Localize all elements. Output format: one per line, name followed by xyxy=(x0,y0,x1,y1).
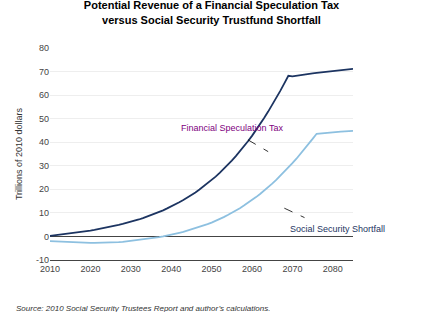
svg-text:2030: 2030 xyxy=(121,264,141,274)
svg-text:Financial Speculation Tax: Financial Speculation Tax xyxy=(181,123,283,133)
svg-text:-10: -10 xyxy=(36,255,49,265)
svg-text:2010: 2010 xyxy=(40,264,60,274)
svg-text:2050: 2050 xyxy=(202,264,222,274)
svg-text:2060: 2060 xyxy=(242,264,262,274)
svg-text:Social Security Shortfall: Social Security Shortfall xyxy=(290,224,385,234)
svg-text:0: 0 xyxy=(44,232,49,242)
svg-text:Trillions of 2010 dollars: Trillions of 2010 dollars xyxy=(14,107,24,200)
svg-text:20: 20 xyxy=(39,184,49,194)
svg-text:50: 50 xyxy=(39,114,49,124)
svg-text:10: 10 xyxy=(39,208,49,218)
svg-text:80: 80 xyxy=(39,43,49,53)
svg-text:40: 40 xyxy=(39,137,49,147)
svg-text:2020: 2020 xyxy=(80,264,100,274)
svg-text:30: 30 xyxy=(39,161,49,171)
svg-text:60: 60 xyxy=(39,90,49,100)
svg-text:2080: 2080 xyxy=(323,264,343,274)
svg-text:Potential Revenue of a Financi: Potential Revenue of a Financial Specula… xyxy=(84,0,340,26)
svg-text:2040: 2040 xyxy=(161,264,181,274)
svg-text:2070: 2070 xyxy=(282,264,302,274)
svg-text:Source: 2010 Social Security T: Source: 2010 Social Security Trustees Re… xyxy=(16,304,270,312)
svg-text:70: 70 xyxy=(39,67,49,77)
